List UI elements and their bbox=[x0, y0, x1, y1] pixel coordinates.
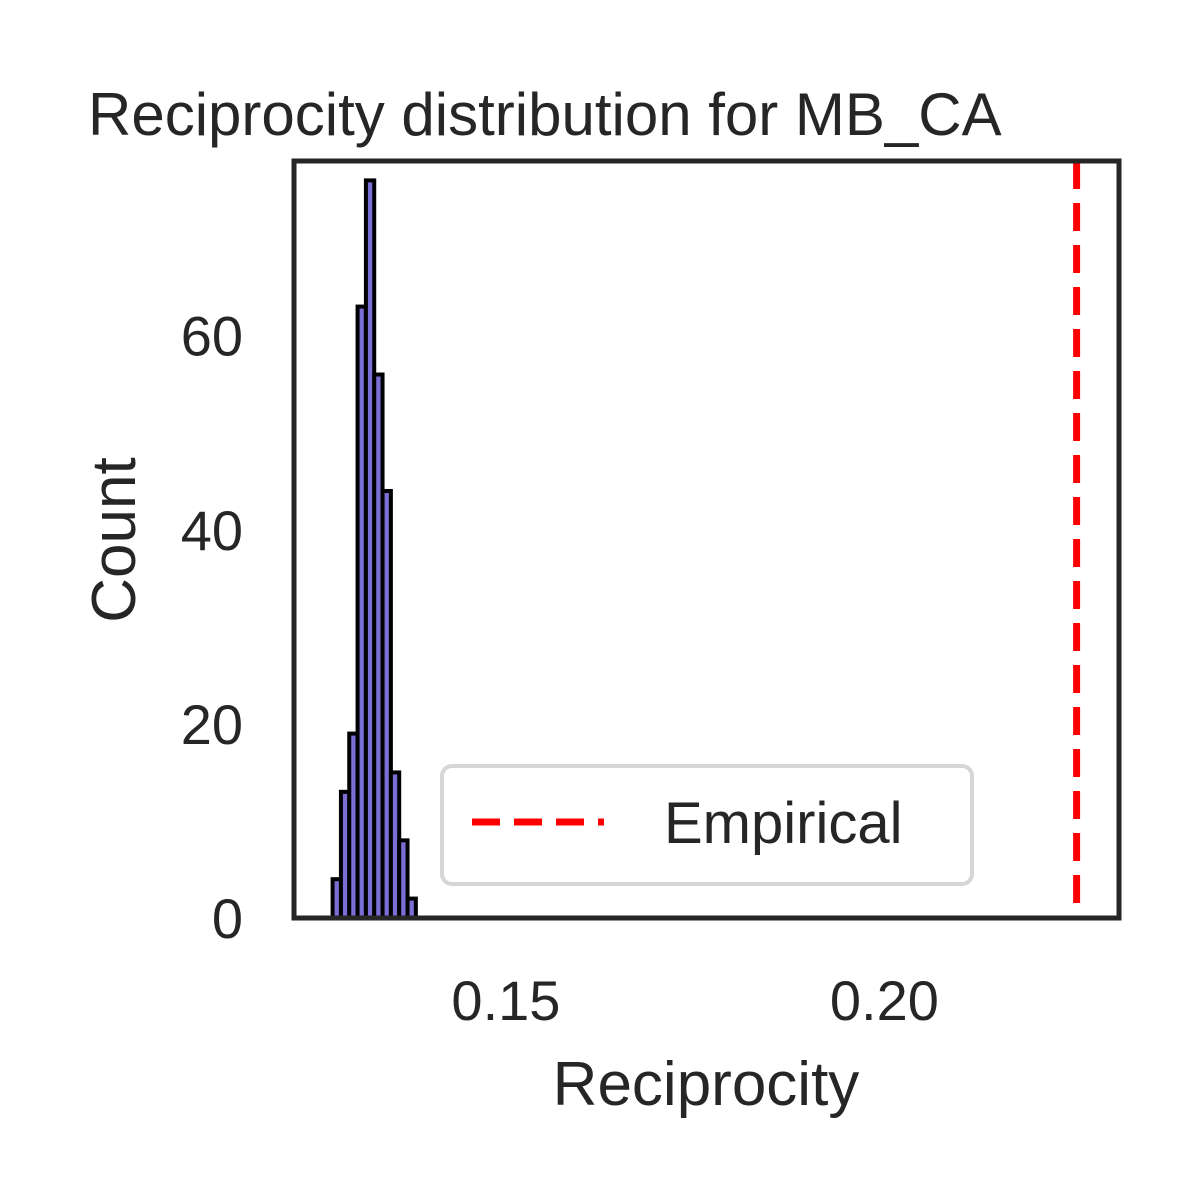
histogram-bar bbox=[405, 896, 418, 920]
y-tick-label: 0 bbox=[212, 887, 243, 950]
x-tick-label: 0.20 bbox=[830, 969, 939, 1032]
histogram-bars bbox=[330, 178, 418, 921]
legend-box bbox=[440, 764, 974, 886]
y-axis-label: Count bbox=[80, 457, 149, 622]
x-tick-label: 0.15 bbox=[451, 969, 560, 1032]
legend-label-empirical: Empirical bbox=[664, 791, 903, 856]
y-tick-labels: 0 20 40 60 bbox=[181, 305, 243, 950]
x-axis-label: Reciprocity bbox=[553, 1050, 860, 1119]
y-tick-label: 40 bbox=[181, 499, 243, 562]
y-tick-label: 20 bbox=[181, 693, 243, 756]
plot-frame bbox=[291, 158, 1122, 921]
x-tick-labels: 0.15 0.20 bbox=[451, 969, 938, 1032]
legend: Empirical bbox=[440, 764, 974, 886]
y-tick-label: 60 bbox=[181, 305, 243, 368]
chart-title: Reciprocity distribution for MB_CA bbox=[88, 81, 1002, 148]
